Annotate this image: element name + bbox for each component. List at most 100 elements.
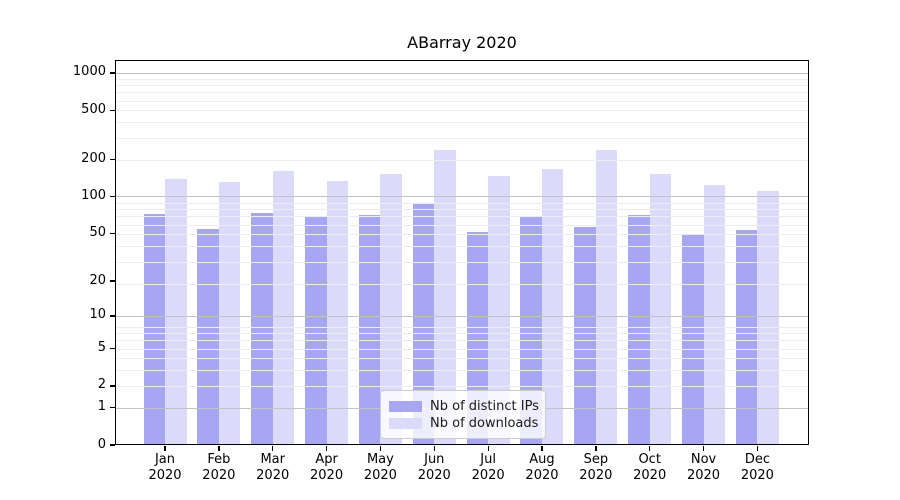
x-tick-label: Sep 2020 (579, 452, 613, 484)
bar-feb-distinct-ips (197, 229, 219, 445)
gridline-major (115, 196, 809, 198)
x-tick-label: Oct 2020 (633, 452, 667, 484)
y-tick-label: 100 (81, 187, 106, 203)
gridline-minor (115, 340, 809, 342)
y-tick-label: 50 (89, 224, 106, 240)
y-tick-mark (110, 315, 115, 317)
gridline-minor (115, 159, 809, 161)
legend-item-downloads: Nb of downloads (389, 415, 539, 431)
gridline-minor (115, 348, 809, 350)
y-tick-mark (110, 232, 115, 234)
gridline-minor (115, 137, 809, 139)
gridline-minor (115, 122, 809, 124)
plot-area (115, 60, 809, 445)
bar-apr-distinct-ips (305, 216, 327, 445)
y-tick-mark (110, 158, 115, 161)
x-tick-mark (164, 446, 166, 451)
x-tick-label: Dec 2020 (740, 452, 774, 484)
x-tick-label: Apr 2020 (310, 452, 344, 484)
gridline-minor (115, 224, 809, 226)
bar-jun-distinct-ips (412, 203, 435, 445)
bar-mar-downloads (272, 171, 295, 445)
y-tick-mark (110, 72, 115, 74)
bar-may-downloads (380, 174, 402, 445)
bar-jan-distinct-ips (143, 213, 165, 445)
x-tick-label: May 2020 (363, 452, 397, 484)
x-tick-mark (541, 446, 543, 451)
gridline-minor (115, 78, 809, 80)
legend-label-distinct-ips: Nb of distinct IPs (430, 398, 539, 414)
gridline-minor (115, 358, 809, 360)
gridline-minor (115, 385, 809, 387)
gridline-minor (115, 261, 809, 263)
bar-may-distinct-ips (358, 215, 381, 445)
gridline-minor (115, 246, 809, 248)
legend: Nb of distinct IPs Nb of downloads (380, 390, 546, 439)
bar-sep-downloads (595, 149, 618, 445)
y-tick-label: 1000 (72, 64, 106, 80)
legend-swatch-downloads (389, 417, 422, 429)
bar-sep-distinct-ips (574, 227, 596, 445)
x-tick-mark (218, 446, 220, 451)
x-tick-mark (649, 446, 651, 451)
x-tick-label: Nov 2020 (686, 452, 721, 484)
y-tick-label: 5 (97, 340, 106, 355)
y-tick-mark (110, 347, 115, 350)
gridline-major (115, 72, 809, 74)
x-tick-label: Jul 2020 (471, 452, 505, 484)
bar-nov-downloads (703, 184, 726, 445)
gridline-minor (115, 202, 809, 204)
bar-jan-downloads (165, 179, 187, 445)
x-tick-label: Jun 2020 (417, 452, 451, 484)
gridline-minor (115, 110, 809, 112)
bar-feb-downloads (218, 182, 241, 445)
legend-item-distinct-ips: Nb of distinct IPs (389, 398, 539, 414)
y-tick-mark (110, 407, 115, 409)
x-tick-mark (379, 446, 382, 451)
gridline-major (115, 315, 809, 317)
x-tick-label: Mar 2020 (256, 452, 290, 484)
y-tick-mark (110, 280, 115, 282)
x-tick-mark (487, 446, 489, 451)
x-tick-label: Jan 2020 (148, 452, 182, 484)
x-tick-mark (756, 446, 759, 451)
x-tick-mark (325, 446, 328, 451)
x-tick-mark (433, 446, 435, 451)
bar-mar-distinct-ips (251, 213, 273, 445)
chart-title: ABarray 2020 (407, 33, 517, 52)
gridline-minor (115, 326, 809, 328)
y-tick-label: 2 (97, 377, 106, 393)
bar-aug-downloads (541, 168, 564, 445)
y-tick-mark (110, 109, 115, 111)
gridline-minor (115, 234, 809, 236)
y-tick-label: 500 (81, 101, 106, 117)
y-tick-label: 0 (97, 436, 106, 452)
legend-label-downloads: Nb of downloads (430, 415, 539, 431)
y-tick-mark (110, 385, 115, 387)
bar-dec-downloads (757, 191, 779, 445)
gridline-minor (115, 209, 809, 211)
gridline-minor (115, 100, 809, 102)
bar-aug-distinct-ips (520, 216, 542, 445)
y-tick-label: 10 (89, 307, 106, 323)
bar-oct-downloads (649, 174, 672, 445)
y-tick-mark (110, 444, 115, 446)
x-tick-label: Feb 2020 (202, 452, 236, 484)
gridline-minor (115, 216, 809, 218)
gridline-minor (115, 92, 809, 94)
bar-oct-distinct-ips (628, 214, 650, 445)
x-tick-label: Aug 2020 (525, 452, 559, 484)
gridline-minor (115, 370, 809, 372)
y-tick-label: 20 (89, 272, 106, 288)
y-tick-mark (110, 195, 115, 198)
bar-jul-downloads (488, 176, 510, 445)
bar-nov-distinct-ips (682, 234, 704, 445)
x-tick-mark (702, 446, 705, 451)
x-tick-mark (595, 446, 597, 451)
gridline-minor (115, 333, 809, 335)
gridline-minor (115, 283, 809, 285)
bar-apr-downloads (326, 181, 349, 445)
legend-swatch-distinct-ips (389, 400, 422, 412)
x-tick-mark (272, 446, 274, 451)
